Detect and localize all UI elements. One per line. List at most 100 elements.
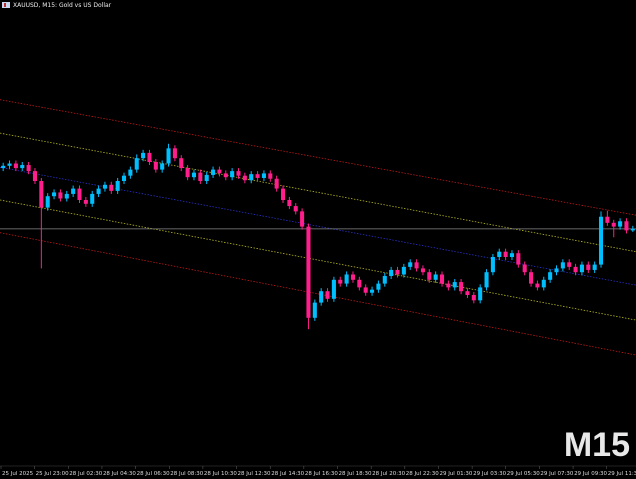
- timeframe-watermark: M15: [564, 426, 630, 464]
- candle-body: [389, 269, 394, 276]
- candle-body: [541, 279, 546, 288]
- x-tick-label: 28 Jul 22:30: [406, 471, 439, 477]
- candle-body: [509, 253, 515, 257]
- candle-body: [109, 184, 114, 191]
- candle-body: [331, 279, 336, 299]
- candle-body: [535, 283, 540, 288]
- candle-body: [90, 193, 95, 204]
- candle-body: [71, 188, 76, 194]
- candle-body: [567, 262, 572, 267]
- x-tick-label: 28 Jul 02:30: [69, 471, 102, 477]
- candle-body: [401, 266, 406, 275]
- x-tick-label: 25 Jul 23:00: [36, 471, 69, 477]
- candle-body: [26, 165, 31, 172]
- candle-body: [293, 206, 298, 212]
- candle-body: [338, 279, 343, 284]
- candle-body: [382, 276, 387, 284]
- candle-body: [554, 268, 559, 273]
- x-tick-label: 25 Jul 2025: [2, 471, 34, 477]
- candle-body: [376, 283, 381, 290]
- candle-body: [274, 178, 279, 189]
- candle-body: [7, 163, 12, 166]
- candle-body: [529, 272, 534, 284]
- candle-body: [204, 174, 209, 181]
- candle-body: [408, 262, 413, 267]
- candle-body: [560, 262, 565, 269]
- x-tick-label: 29 Jul 03:30: [473, 471, 506, 477]
- candle-body: [605, 216, 610, 223]
- candle-body: [573, 266, 578, 273]
- candle-body: [522, 264, 527, 273]
- candle-body: [96, 188, 101, 194]
- candle-body: [39, 181, 44, 208]
- candle-body: [172, 148, 177, 159]
- candle-body: [261, 173, 266, 178]
- x-tick-label: 28 Jul 08:30: [170, 471, 203, 477]
- candle-body: [363, 287, 368, 293]
- candle-body: [548, 272, 553, 280]
- candle-body: [287, 200, 292, 207]
- x-tick-label: 28 Jul 14:30: [271, 471, 304, 477]
- candle-body: [579, 264, 584, 273]
- candle-body: [217, 169, 222, 174]
- candle-body: [586, 264, 591, 270]
- candle-body: [268, 173, 273, 179]
- candle-body: [459, 282, 464, 292]
- candle-body: [618, 221, 623, 227]
- candle-body: [166, 148, 171, 164]
- x-tick-label: 28 Jul 18:30: [339, 471, 372, 477]
- candle-body: [516, 253, 521, 265]
- candle-body: [370, 289, 375, 293]
- x-tick-label: 28 Jul 04:30: [103, 471, 136, 477]
- candle-body: [446, 283, 451, 288]
- candle-body: [300, 211, 305, 227]
- candle-body: [490, 257, 495, 273]
- candle-body: [185, 168, 190, 178]
- candle-body: [52, 192, 57, 197]
- candle-body: [1, 165, 6, 169]
- candle-body: [179, 158, 184, 169]
- candle-body: [484, 272, 489, 288]
- candle-body: [344, 274, 349, 284]
- candle-body: [134, 158, 139, 170]
- candle-body: [414, 262, 419, 269]
- candle-body: [624, 221, 629, 231]
- candle-body: [478, 287, 483, 301]
- candle-body: [211, 169, 216, 175]
- candle-body: [128, 169, 133, 176]
- x-tick-label: 29 Jul 05:30: [507, 471, 540, 477]
- candle-body: [223, 173, 228, 178]
- candle-body: [427, 272, 432, 280]
- candle-body: [439, 274, 445, 284]
- symbol-icon-part: [4, 3, 6, 7]
- candle-body: [102, 184, 107, 189]
- candle-body: [325, 291, 330, 299]
- x-tick-label: 28 Jul 06:30: [137, 471, 170, 477]
- candle-body: [312, 302, 317, 318]
- candle-body: [420, 268, 425, 273]
- candle-body: [121, 175, 127, 181]
- x-tick-label: 28 Jul 16:30: [305, 471, 338, 477]
- candle-body: [20, 165, 25, 169]
- candle-body: [319, 291, 324, 303]
- candle-body: [198, 172, 203, 181]
- candle-body: [592, 264, 597, 270]
- candle-body: [395, 269, 400, 275]
- candle-body: [350, 274, 356, 280]
- chart-header: XAUUSD, M15: Gold vs US Dollar: [13, 2, 112, 9]
- candle-body: [433, 274, 438, 280]
- candle-body: [471, 295, 476, 301]
- candle-body: [242, 175, 247, 181]
- candle-body: [13, 163, 18, 169]
- candle-body: [45, 196, 50, 208]
- candle-body: [452, 282, 457, 288]
- x-tick-label: 29 Jul 11:30: [608, 471, 636, 477]
- candle-body: [611, 222, 616, 227]
- candle-body: [230, 171, 235, 178]
- candle-body: [249, 174, 254, 181]
- candle-body: [191, 172, 197, 178]
- candle-body: [236, 171, 241, 176]
- x-tick-label: 29 Jul 01:30: [439, 471, 472, 477]
- x-tick-label: 28 Jul 20:30: [372, 471, 405, 477]
